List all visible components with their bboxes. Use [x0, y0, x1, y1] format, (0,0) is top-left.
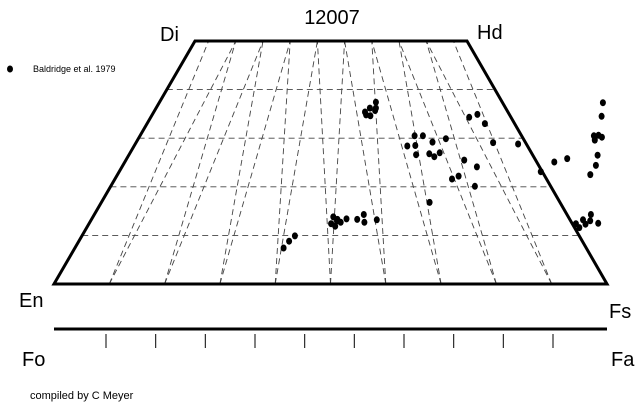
data-point: [286, 237, 293, 245]
data-point: [404, 142, 411, 150]
data-point: [587, 217, 594, 225]
data-point: [587, 211, 594, 218]
grid-line-diagonal: [330, 40, 346, 285]
grid-line-diagonal: [108, 40, 237, 285]
grid-line-diagonal: [219, 40, 264, 285]
data-points: [280, 98, 606, 252]
data-point: [449, 175, 455, 183]
data-point: [426, 150, 433, 158]
data-point: [598, 133, 605, 141]
corner-label-en: En: [19, 290, 43, 312]
grid-line-diagonal: [316, 40, 331, 285]
legend-label: Baldridge et al. 1979: [33, 64, 116, 74]
olivine-label-fo: Fo: [22, 349, 45, 371]
legend-marker: [7, 65, 13, 73]
grid-line-diagonal: [425, 40, 553, 285]
grid-line-diagonal: [274, 40, 318, 285]
grid-line-diagonal: [398, 40, 442, 285]
grid-line-diagonal: [219, 40, 291, 285]
grid-line-diagonal: [164, 40, 237, 285]
data-point: [481, 120, 488, 128]
grid-line-diagonal: [452, 40, 553, 285]
data-point: [431, 153, 438, 161]
data-point: [413, 151, 420, 159]
grid-line-diagonal: [371, 40, 442, 285]
olivine-axis-ticks: [105, 334, 554, 348]
data-point: [367, 112, 374, 120]
data-point: [361, 218, 368, 226]
data-point: [426, 198, 433, 206]
data-point: [595, 219, 602, 227]
data-point: [354, 215, 361, 223]
data-point: [474, 110, 481, 118]
chart-title: 12007: [304, 7, 360, 29]
grid-lines: [82, 40, 579, 285]
data-point: [360, 211, 367, 218]
data-point: [598, 112, 605, 120]
data-point: [592, 161, 599, 169]
data-point: [551, 158, 558, 166]
grid-line-diagonal: [425, 40, 497, 285]
data-point: [473, 163, 480, 171]
data-point: [576, 224, 583, 232]
grid-line-diagonal: [108, 40, 210, 285]
data-point: [373, 216, 380, 224]
data-point: [337, 218, 344, 226]
data-point: [442, 135, 449, 143]
data-point: [471, 182, 478, 190]
data-point: [580, 216, 586, 224]
data-point: [455, 172, 462, 180]
data-point: [366, 104, 373, 112]
data-point: [466, 113, 473, 121]
data-point: [537, 168, 544, 176]
data-point: [362, 108, 368, 116]
data-point: [372, 98, 379, 106]
data-point: [280, 244, 287, 252]
data-point: [594, 151, 601, 159]
credit-text: compiled by C Meyer: [30, 390, 134, 402]
grid-line-diagonal: [398, 40, 497, 285]
grid-line-diagonal: [274, 40, 291, 285]
data-point: [419, 132, 426, 140]
corner-label-fs: Fs: [609, 301, 631, 323]
olivine-label-fa: Fa: [611, 349, 635, 371]
data-point: [599, 99, 606, 107]
data-point: [412, 142, 419, 149]
data-point: [564, 155, 571, 163]
data-point: [436, 149, 443, 157]
grid-line-diagonal: [371, 40, 387, 285]
corner-label-di: Di: [160, 24, 179, 46]
legend: Baldridge et al. 1979: [7, 64, 116, 74]
data-point: [587, 171, 594, 179]
corner-label-hd: Hd: [477, 22, 503, 44]
data-point: [411, 132, 418, 140]
data-point: [429, 138, 436, 146]
data-point: [515, 140, 522, 148]
data-point: [372, 107, 379, 114]
data-point: [343, 215, 350, 223]
data-point: [332, 222, 339, 230]
quadrilateral-outline: [51, 39, 610, 286]
data-point: [291, 232, 298, 240]
grid-line-diagonal: [164, 40, 264, 285]
data-point: [591, 136, 598, 144]
data-point: [490, 139, 497, 147]
grid-line-diagonal: [344, 40, 387, 285]
data-point: [461, 156, 468, 164]
